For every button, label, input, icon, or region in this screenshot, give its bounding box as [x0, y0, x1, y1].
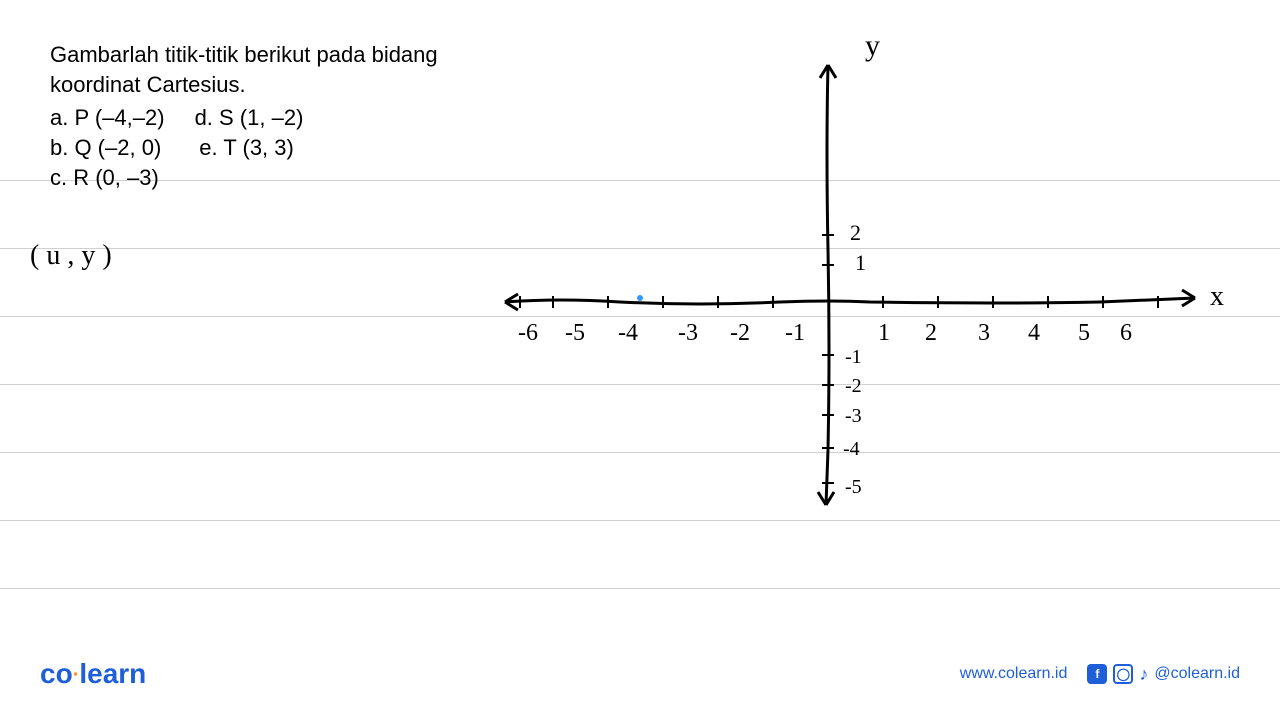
y-axis-label: y	[865, 29, 880, 62]
instagram-icon: ◯	[1113, 664, 1133, 684]
x-axis-label: x	[1210, 281, 1224, 312]
website-url: www.colearn.id	[960, 665, 1068, 683]
x-tick-pos-1: 1	[878, 320, 890, 346]
x-tick-pos-6: 6	[1120, 320, 1132, 346]
x-tick-pos-4: 4	[1028, 320, 1040, 346]
y-tick-neg-2: -2	[845, 375, 862, 397]
x-tick-neg-1: -1	[785, 320, 805, 346]
logo-co: co	[40, 658, 73, 689]
y-tick-pos-2: 2	[850, 220, 861, 245]
x-tick-pos-2: 2	[925, 320, 937, 346]
x-tick-neg-2: -2	[730, 320, 750, 346]
social-handle: @colearn.id	[1154, 665, 1240, 683]
y-tick-neg-1: -1	[845, 346, 862, 368]
x-tick-neg-6: -6	[518, 320, 538, 346]
x-tick-pos-3: 3	[978, 320, 990, 346]
x-tick-neg-3: -3	[678, 320, 698, 346]
cartesian-axes: y x -6 -5 -4 -3 -2 -1 1 2 3 4 5 6 2 1	[0, 0, 1280, 720]
x-tick-pos-5: 5	[1078, 320, 1090, 346]
y-tick-pos-1: 1	[855, 250, 866, 275]
logo-learn: learn	[79, 658, 146, 689]
y-tick-neg-4: -4	[843, 438, 860, 460]
y-tick-neg-5: -5	[845, 476, 862, 498]
colearn-logo: co·learn	[40, 658, 146, 690]
y-axis-line	[826, 65, 829, 505]
footer-right: www.colearn.id f ◯ ♪ @colearn.id	[960, 664, 1240, 685]
y-tick-neg-3: -3	[845, 405, 862, 427]
social-block: f ◯ ♪ @colearn.id	[1087, 664, 1240, 685]
footer: co·learn www.colearn.id f ◯ ♪ @colearn.i…	[40, 658, 1240, 690]
blue-marker-dot	[637, 295, 643, 301]
x-tick-neg-5: -5	[565, 320, 585, 346]
facebook-icon: f	[1087, 664, 1107, 684]
tiktok-icon: ♪	[1139, 664, 1148, 685]
x-tick-neg-4: -4	[618, 320, 638, 346]
